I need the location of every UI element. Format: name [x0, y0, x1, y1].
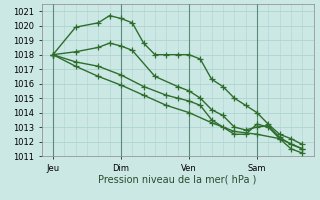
X-axis label: Pression niveau de la mer( hPa ): Pression niveau de la mer( hPa ) — [99, 174, 257, 184]
